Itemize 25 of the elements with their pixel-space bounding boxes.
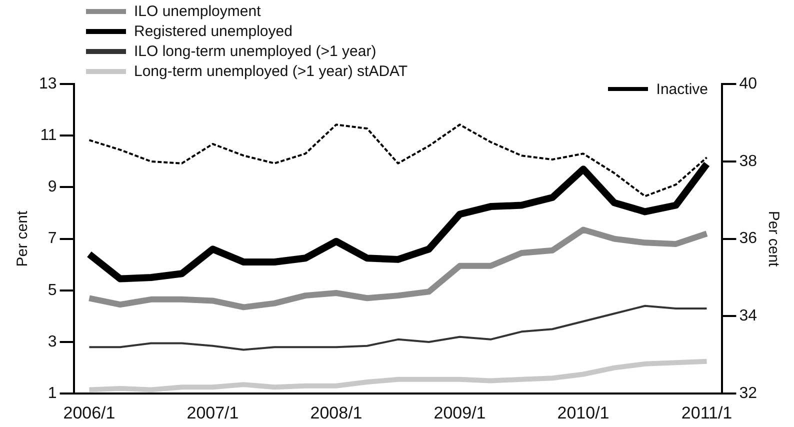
legend-label: Long-term unemployed (>1 year) stADAT — [134, 62, 408, 80]
x-tick-label: 2011/1 — [681, 403, 732, 422]
x-tick-label: 2007/1 — [186, 403, 239, 422]
y-tick-label: 13 — [39, 75, 57, 92]
y2-tick-label: 34 — [739, 308, 758, 325]
x-tick-label: 2009/1 — [434, 403, 486, 422]
y2-tick-label: 32 — [739, 385, 758, 402]
y-tick-label: 3 — [48, 333, 57, 350]
y2-axis-title: Per cent — [764, 210, 782, 268]
y-tick-label: 5 — [48, 282, 57, 299]
legend-label: Inactive — [656, 80, 708, 98]
y-tick-label: 11 — [40, 127, 57, 144]
legend-label: Registered unemployed — [134, 22, 292, 40]
y-tick-label: 7 — [48, 230, 57, 248]
y2-tick-label: 40 — [739, 75, 758, 92]
y2-tick-label: 36 — [739, 230, 758, 248]
legend-label: ILO unemployment — [134, 2, 261, 20]
y2-tick-label: 38 — [739, 152, 758, 170]
legend-label: ILO long-term unemployed (>1 year) — [134, 42, 376, 60]
x-tick-label: 2010/1 — [557, 403, 610, 422]
x-tick-label: 2008/1 — [310, 403, 362, 422]
y-axis-title: Per cent — [14, 210, 32, 267]
y-tick-label: 1 — [48, 385, 57, 402]
y-tick-label: 9 — [48, 178, 57, 196]
x-tick-label: 2006/1 — [63, 403, 116, 422]
